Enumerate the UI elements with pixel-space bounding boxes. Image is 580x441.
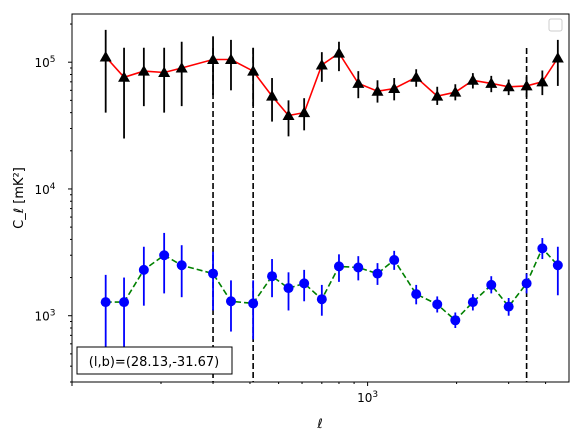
data-point (503, 301, 514, 312)
data-point (138, 264, 149, 275)
series-1 (99, 29, 564, 139)
data-point (158, 66, 171, 77)
annotation-text: (l,b)=(28.13,-31.67) (89, 355, 219, 370)
data-point (467, 297, 478, 308)
data-point (551, 51, 564, 63)
data-point (411, 289, 422, 300)
data-point (119, 297, 130, 308)
data-point (316, 294, 327, 305)
plot-frame (71, 13, 570, 383)
data-point (159, 250, 170, 261)
data-point (466, 74, 479, 85)
data-point (100, 297, 111, 308)
data-point (521, 278, 532, 289)
data-point (372, 268, 383, 279)
x-axis-label: ℓ (316, 417, 322, 432)
data-point (485, 77, 498, 88)
data-point (248, 298, 259, 309)
y-tick-label: 104 (34, 182, 55, 197)
data-point (224, 53, 237, 65)
data-point (208, 268, 219, 279)
series-2 (100, 232, 563, 349)
y-tick-label: 103 (34, 309, 55, 324)
data-point (298, 106, 311, 118)
data-point (389, 255, 400, 266)
data-point (353, 262, 364, 273)
y-axis-label: C_ℓ [mK²] (12, 167, 27, 229)
data-point (299, 278, 310, 289)
data-point (175, 61, 188, 73)
data-point (176, 260, 187, 271)
data-point (118, 71, 131, 82)
data-point (137, 65, 150, 76)
data-point (536, 75, 549, 87)
data-point (332, 47, 345, 58)
data-point (502, 80, 515, 92)
data-point (431, 90, 444, 101)
data-point (450, 315, 461, 326)
data-point (520, 79, 533, 91)
data-point (537, 243, 548, 254)
data-point (247, 65, 260, 76)
y-tick-label: 105 (34, 55, 55, 70)
data-point (283, 283, 294, 294)
data-point (352, 77, 365, 88)
data-point (207, 53, 220, 65)
data-point (486, 279, 497, 290)
series-layer (99, 29, 564, 349)
data-point (552, 260, 563, 271)
data-point (315, 59, 328, 70)
annotation-box: (l,b)=(28.13,-31.67) (76, 346, 233, 375)
data-point (388, 82, 401, 94)
data-point (99, 50, 112, 62)
data-point (432, 299, 443, 310)
data-point (449, 86, 462, 97)
data-point (371, 85, 384, 96)
data-point (266, 90, 279, 101)
data-point (225, 296, 236, 307)
data-point (410, 71, 423, 82)
data-point (282, 109, 295, 120)
x-tick-label: 103 (357, 390, 378, 405)
data-point (333, 261, 344, 272)
data-point (267, 271, 278, 282)
legend-box (548, 18, 563, 32)
